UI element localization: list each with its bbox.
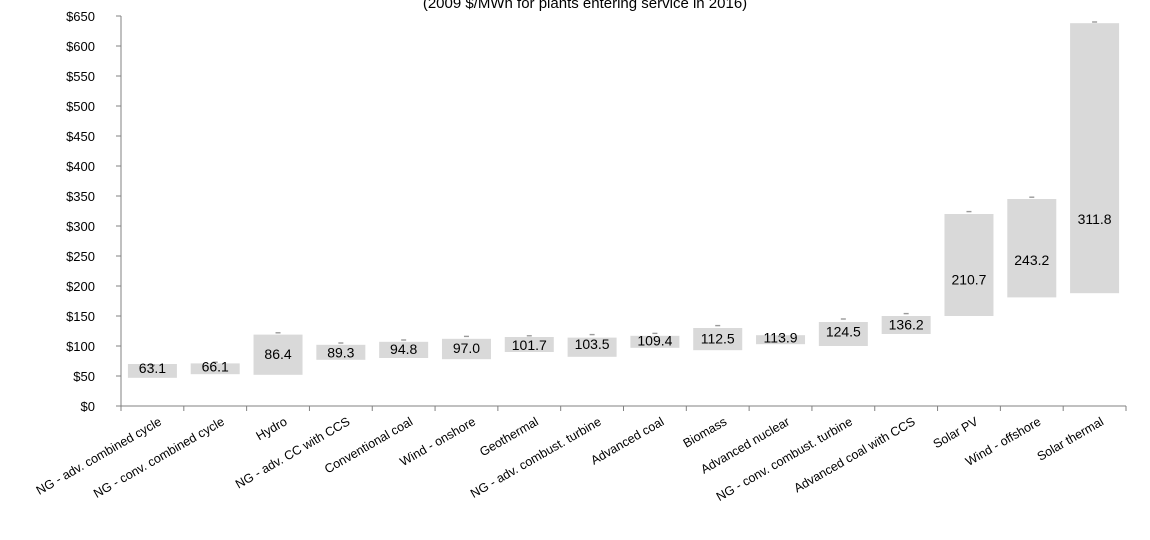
x-tick-label: Solar PV <box>931 414 981 451</box>
bar <box>190 363 240 375</box>
data-label: 124.5 <box>826 323 861 339</box>
data-label: 210.7 <box>951 272 986 288</box>
y-tick-label: $150 <box>66 309 95 324</box>
data-label: 113.9 <box>764 330 798 346</box>
data-label: 112.5 <box>701 331 735 347</box>
bar <box>127 364 177 378</box>
data-label: 94.8 <box>390 341 417 357</box>
data-label: 89.3 <box>327 344 354 360</box>
y-tick-label: $200 <box>66 279 95 294</box>
bar <box>881 316 931 334</box>
bar <box>944 214 994 316</box>
bar <box>504 337 554 352</box>
chart-subtitle: (2009 $/MWh for plants entering service … <box>423 0 747 12</box>
x-tick-label: NG - adv. CC with CCS <box>233 414 352 491</box>
y-tick-label: $600 <box>66 39 95 54</box>
x-tick-label: Biomass <box>681 414 730 450</box>
data-label: 136.2 <box>889 316 924 332</box>
data-label: 109.4 <box>637 332 672 348</box>
data-label: 103.5 <box>575 336 610 352</box>
data-label: 66.1 <box>202 358 229 374</box>
data-label: 86.4 <box>264 346 291 362</box>
y-tick-label: $0 <box>81 399 95 414</box>
data-label: 101.7 <box>512 337 547 353</box>
y-tick-label: $50 <box>73 369 95 384</box>
y-tick-label: $100 <box>66 339 95 354</box>
y-tick-label: $450 <box>66 129 95 144</box>
x-tick-label: Solar thermal <box>1035 414 1106 463</box>
bar <box>1070 23 1120 294</box>
y-tick-label: $250 <box>66 249 95 264</box>
bar <box>379 341 429 358</box>
y-tick-label: $550 <box>66 69 95 84</box>
data-label: 243.2 <box>1014 252 1049 268</box>
bar <box>1007 199 1057 298</box>
data-label: 63.1 <box>139 360 166 376</box>
bar <box>567 337 617 357</box>
bar <box>756 335 806 345</box>
bar <box>693 328 743 351</box>
bar <box>316 344 366 360</box>
bar <box>441 338 491 360</box>
x-tick-label: Hydro <box>254 414 290 443</box>
y-tick-label: $650 <box>66 9 95 24</box>
y-tick-label: $400 <box>66 159 95 174</box>
y-tick-label: $500 <box>66 99 95 114</box>
bar <box>818 322 868 346</box>
y-tick-label: $300 <box>66 219 95 234</box>
data-label: 311.8 <box>1078 211 1112 227</box>
bar <box>253 334 303 375</box>
y-tick-label: $350 <box>66 189 95 204</box>
bar <box>630 335 680 348</box>
data-label: 97.0 <box>453 340 480 356</box>
